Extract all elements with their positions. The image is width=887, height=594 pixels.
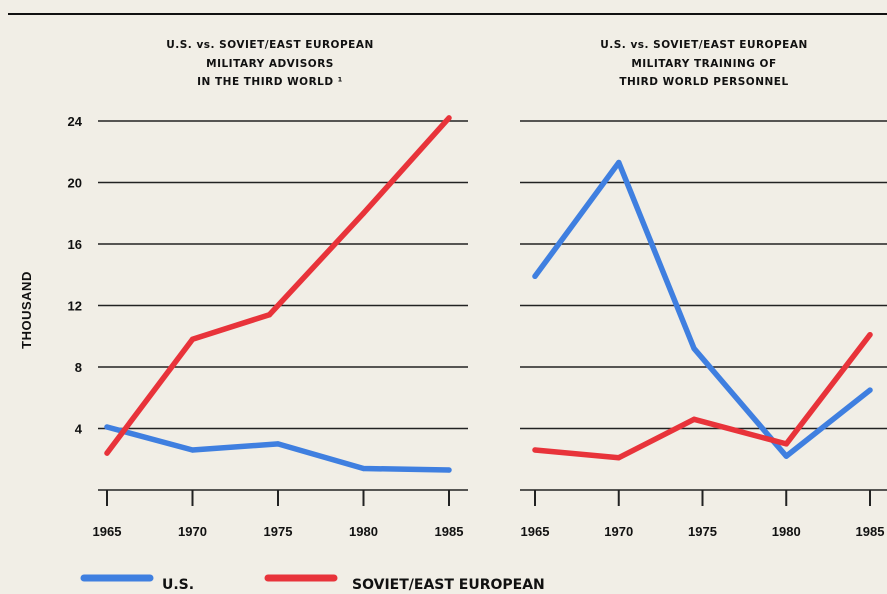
- x-tick-label: 1965: [93, 524, 122, 539]
- data-point: [532, 447, 538, 453]
- data-point: [446, 115, 452, 121]
- data-point: [104, 424, 110, 430]
- x-tick-label: 1985: [435, 524, 464, 539]
- data-point: [189, 447, 196, 453]
- chart-title-line: U.S. vs. SOVIET/EAST EUROPEAN: [166, 39, 374, 51]
- soviet-series-line: [104, 115, 452, 456]
- chart-title-line: MILITARY ADVISORS: [206, 58, 334, 70]
- chart-title-line: MILITARY TRAINING OF: [631, 58, 776, 70]
- y-axis-label: THOUSAND: [19, 271, 34, 349]
- data-point: [532, 273, 538, 279]
- panel-military-advisors: U.S. vs. SOVIET/EAST EUROPEAN MILITARY AD…: [68, 39, 468, 539]
- data-point: [616, 159, 622, 166]
- data-point: [275, 441, 281, 447]
- data-point: [360, 465, 367, 472]
- data-point: [104, 450, 110, 456]
- x-tick-label: 1980: [349, 524, 378, 539]
- legend-label-us: U.S.: [162, 577, 194, 593]
- data-point: [867, 387, 873, 393]
- y-tick-label: 8: [75, 360, 82, 375]
- x-tick-label: 1975: [264, 524, 293, 539]
- x-tick-label: 1980: [772, 524, 801, 539]
- data-point: [783, 441, 789, 447]
- y-tick-label: 24: [68, 114, 83, 129]
- x-tick-label: 1970: [604, 524, 633, 539]
- data-point: [266, 312, 273, 318]
- y-tick-label: 20: [68, 176, 82, 191]
- legend: U.S. SOVIET/EAST EUROPEAN: [80, 574, 545, 593]
- y-tick-label: 4: [75, 422, 83, 437]
- data-point: [616, 455, 622, 461]
- us-series-line: [532, 159, 873, 459]
- soviet-series-line: [532, 331, 873, 461]
- x-tick-label: 1970: [178, 524, 207, 539]
- data-point: [446, 467, 452, 473]
- data-point: [783, 453, 789, 459]
- x-tick-label: 1965: [521, 524, 550, 539]
- data-point: [360, 210, 367, 216]
- us-series-line: [104, 424, 452, 473]
- panel-military-training: U.S. vs. SOVIET/EAST EUROPEAN MILITARY TR…: [520, 39, 887, 539]
- chart-title-line: THIRD WORLD PERSONNEL: [619, 76, 788, 88]
- chart-title-line: U.S. vs. SOVIET/EAST EUROPEAN: [600, 39, 808, 51]
- data-point: [691, 345, 697, 352]
- data-point: [189, 336, 196, 342]
- x-tick-label: 1985: [856, 524, 885, 539]
- x-tick-label: 1975: [688, 524, 717, 539]
- data-point: [691, 416, 697, 422]
- y-tick-label: 16: [68, 237, 82, 252]
- data-point: [867, 332, 873, 338]
- chart-title-line: IN THE THIRD WORLD ¹: [197, 76, 343, 88]
- y-tick-label: 12: [68, 299, 82, 314]
- legend-label-soviet: SOVIET/EAST EUROPEAN: [352, 577, 545, 593]
